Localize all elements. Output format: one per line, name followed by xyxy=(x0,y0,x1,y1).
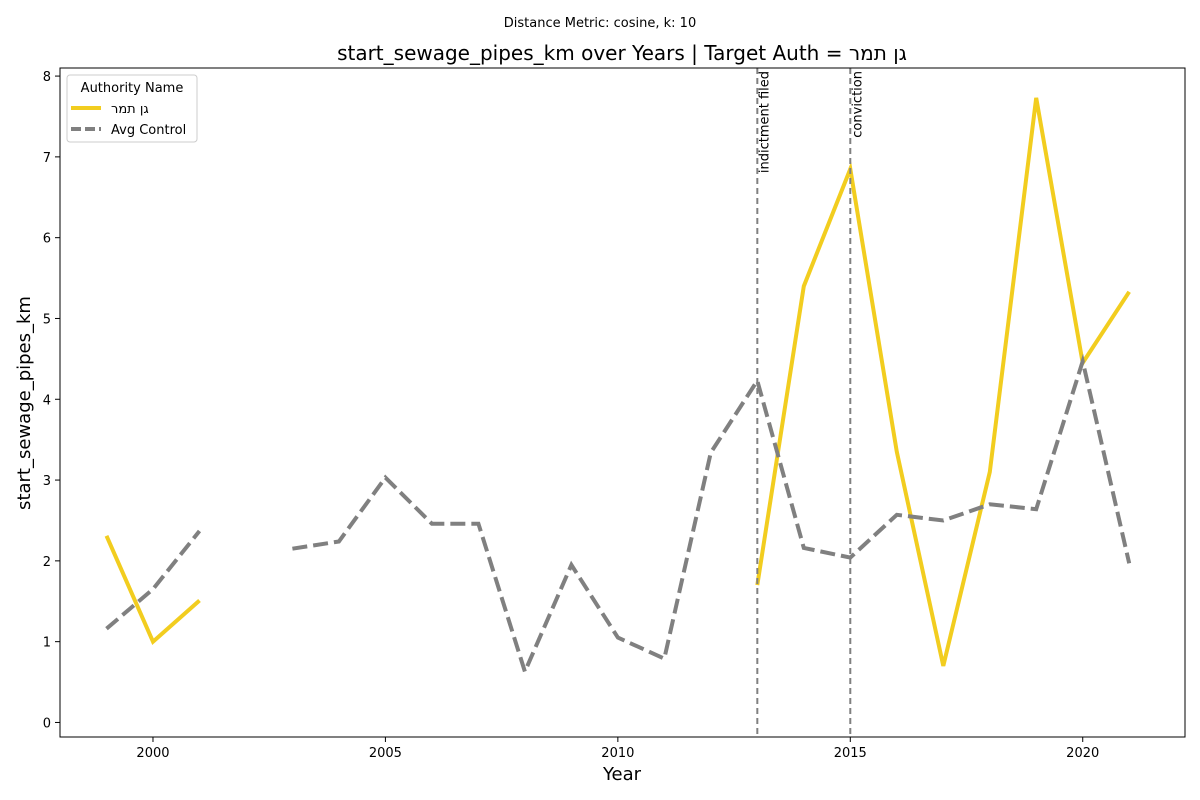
annotation-label: indictment filed xyxy=(757,71,772,173)
legend-entry: גן תמר xyxy=(111,102,149,117)
plot-frame xyxy=(59,67,1186,738)
chart-suptitle: Distance Metric: cosine, k: 10 xyxy=(504,16,696,31)
y-tick-label: 5 xyxy=(43,312,51,327)
y-tick-label: 3 xyxy=(43,474,51,489)
y-axis-label: start_sewage_pipes_km xyxy=(14,296,35,510)
y-tick-label: 7 xyxy=(43,151,51,166)
y-tick-label: 2 xyxy=(43,555,51,570)
series-line-target xyxy=(104,534,201,646)
x-tick-label: 2020 xyxy=(1066,746,1099,761)
y-tick-label: 8 xyxy=(43,70,51,85)
legend-title: Authority Name xyxy=(81,81,184,96)
chart-title: start_sewage_pipes_km over Years | Targe… xyxy=(337,41,907,65)
series-line-control xyxy=(105,529,202,631)
annotation-label: conviction xyxy=(850,71,865,138)
series-line-control xyxy=(292,353,1132,678)
y-tick-label: 6 xyxy=(43,232,51,247)
legend: Authority Name גן תמר Avg Control xyxy=(66,74,198,143)
series-line-target xyxy=(755,97,1131,667)
x-tick-label: 2015 xyxy=(834,746,867,761)
x-axis-label: Year xyxy=(602,764,642,785)
x-tick-label: 2000 xyxy=(136,746,169,761)
y-tick-label: 4 xyxy=(43,393,51,408)
y-tick-label: 0 xyxy=(43,716,51,731)
plot-area: 2000 2005 2010 2015 2020 0 1 2 3 4 5 6 7 8 indictment … xyxy=(43,67,1186,761)
legend-entry: Avg Control xyxy=(111,123,186,138)
y-tick-label: 1 xyxy=(43,636,51,651)
legend-box xyxy=(66,74,198,143)
x-tick-label: 2010 xyxy=(601,746,634,761)
x-tick-label: 2005 xyxy=(369,746,402,761)
